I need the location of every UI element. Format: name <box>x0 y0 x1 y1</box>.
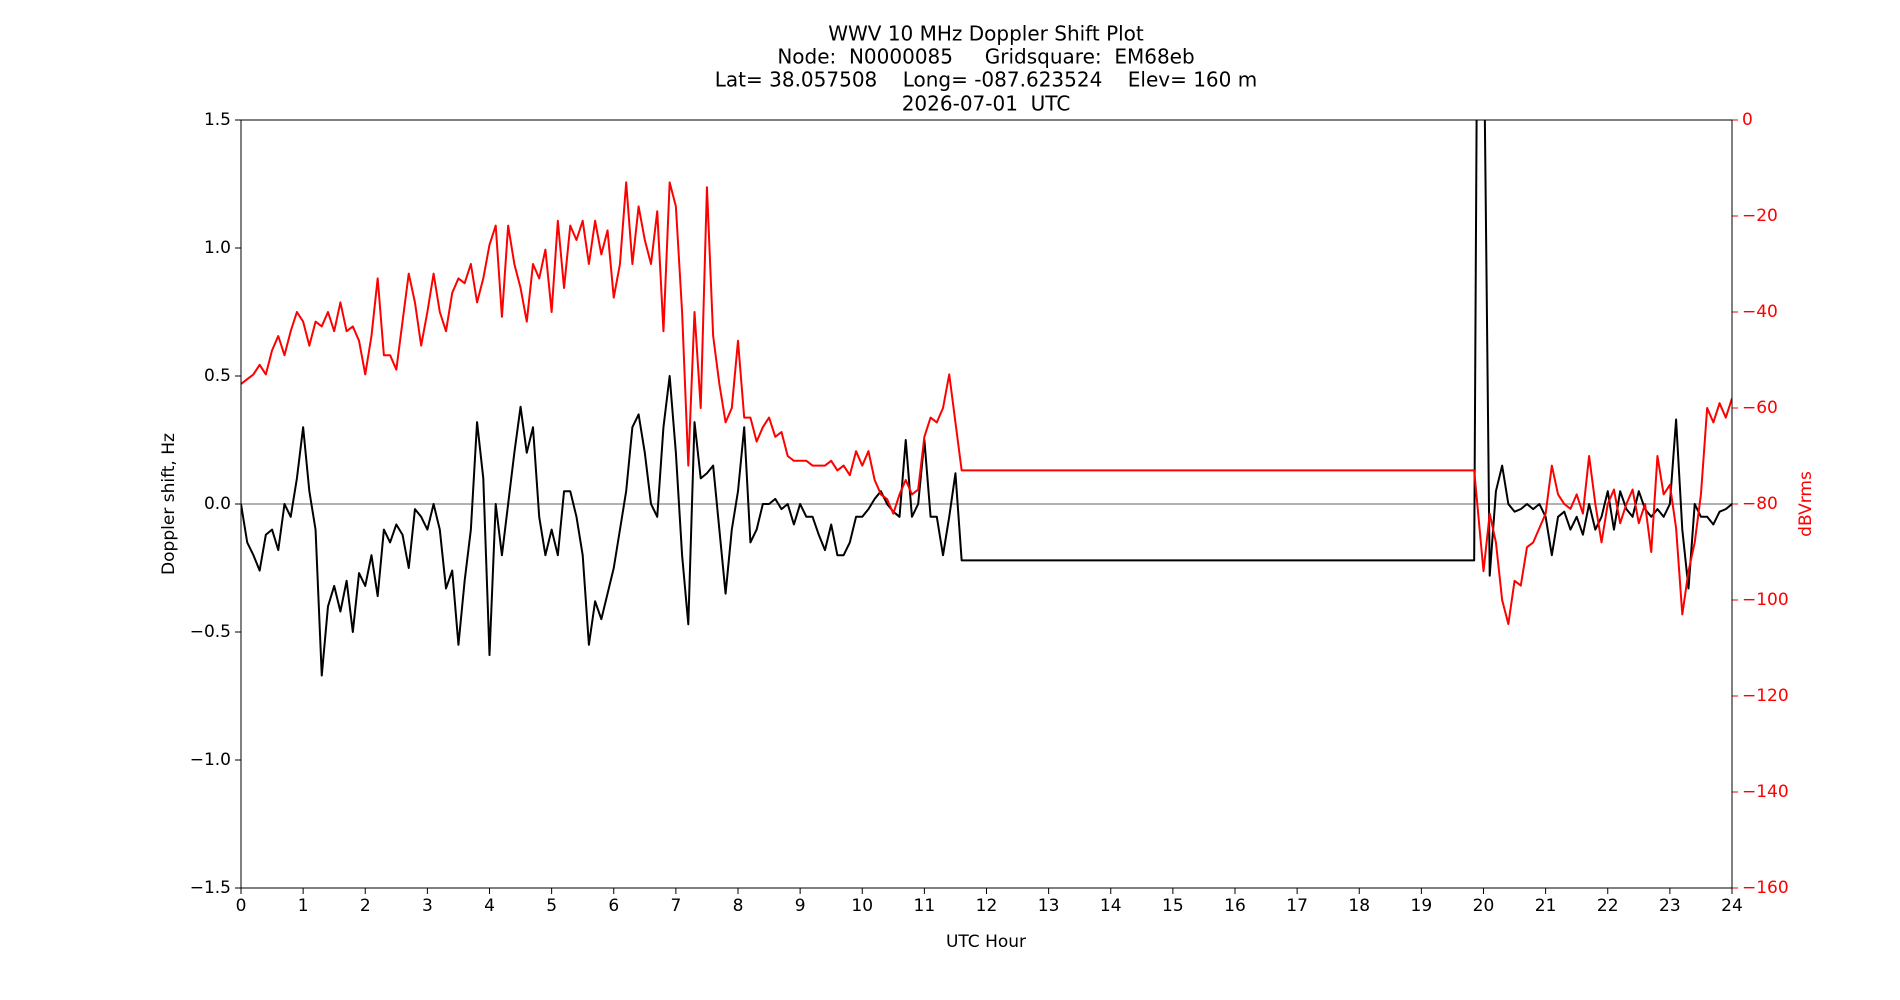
y-axis-label: Doppler shift, Hz <box>159 433 179 575</box>
x-tick-label: 20 <box>1473 896 1495 916</box>
x-tick-label: 8 <box>733 896 744 916</box>
y2-tick-label: 0 <box>1742 110 1753 130</box>
x-tick-label: 3 <box>422 896 433 916</box>
y-tick-label: 0.5 <box>204 366 231 386</box>
y2-tick-label: −40 <box>1742 302 1778 322</box>
x-axis-label: UTC Hour <box>946 932 1026 952</box>
x-tick-label: 0 <box>236 896 247 916</box>
y-tick-label: 1.5 <box>204 110 231 130</box>
x-tick-label: 6 <box>608 896 619 916</box>
x-tick-label: 15 <box>1162 896 1184 916</box>
y2-tick-label: −20 <box>1742 206 1778 226</box>
y-tick-label: −1.5 <box>190 878 231 898</box>
x-tick-label: 7 <box>670 896 681 916</box>
x-tick-label: 19 <box>1411 896 1433 916</box>
x-tick-label: 2 <box>360 896 371 916</box>
x-tick-label: 17 <box>1286 896 1308 916</box>
chart-title: 2026-07-01 UTC <box>902 92 1071 116</box>
series-line <box>241 120 1732 677</box>
x-tick-label: 11 <box>914 896 936 916</box>
series-line <box>241 181 1732 625</box>
plot-frame <box>240 119 1733 889</box>
x-tick-label: 18 <box>1348 896 1370 916</box>
chart-title: Node: N0000085 Gridsquare: EM68eb <box>777 45 1194 69</box>
x-tick-label: 9 <box>795 896 806 916</box>
y2-tick-label: −140 <box>1742 782 1789 802</box>
x-tick-label: 21 <box>1535 896 1557 916</box>
x-tick-label: 23 <box>1659 896 1681 916</box>
x-tick-label: 1 <box>298 896 309 916</box>
chart-title: Lat= 38.057508 Long= -087.623524 Elev= 1… <box>715 68 1257 92</box>
plot-area <box>241 120 1732 677</box>
y2-tick-label: −60 <box>1742 398 1778 418</box>
y-tick-label: −0.5 <box>190 622 231 642</box>
chart-title: WWV 10 MHz Doppler Shift Plot <box>828 22 1144 46</box>
y2-tick-label: −100 <box>1742 590 1789 610</box>
y-tick-label: 0.0 <box>204 494 231 514</box>
x-tick-label: 10 <box>851 896 873 916</box>
x-tick-label: 24 <box>1721 896 1743 916</box>
y-tick-label: −1.0 <box>190 750 231 770</box>
x-tick-label: 4 <box>484 896 495 916</box>
x-tick-label: 5 <box>546 896 557 916</box>
y2-tick-label: −160 <box>1742 878 1789 898</box>
y2-tick-label: −80 <box>1742 494 1778 514</box>
x-tick-label: 13 <box>1038 896 1060 916</box>
x-tick-label: 12 <box>976 896 998 916</box>
x-tick-label: 22 <box>1597 896 1619 916</box>
y-tick-label: 1.0 <box>204 238 231 258</box>
x-tick-label: 14 <box>1100 896 1122 916</box>
y2-tick-label: −120 <box>1742 686 1789 706</box>
y2-axis-label: dBVrms <box>1796 471 1816 537</box>
x-tick-label: 16 <box>1224 896 1246 916</box>
